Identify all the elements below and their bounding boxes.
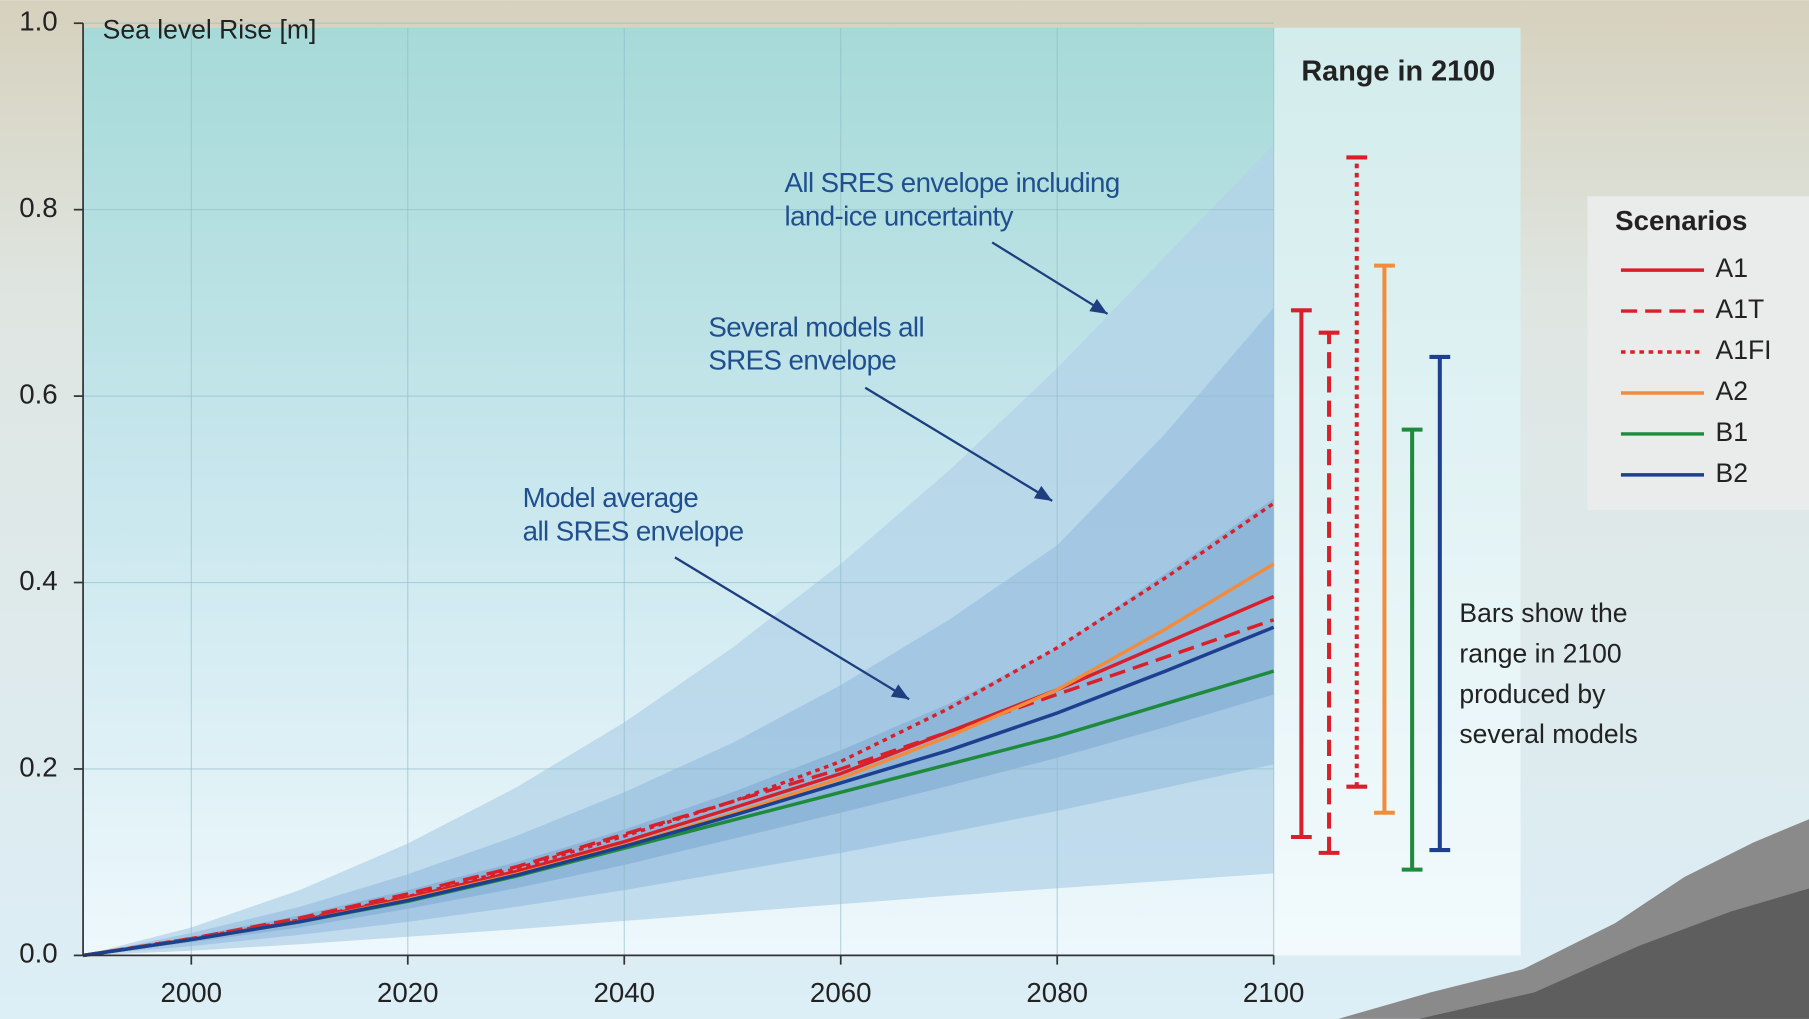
arrow-head (1033, 485, 1053, 501)
annotation: Several models all (708, 311, 924, 342)
arrow-head (1089, 298, 1108, 314)
arrow (991, 241, 1109, 315)
note: several models (1459, 719, 1637, 749)
lines (82, 155, 1451, 958)
arrow (674, 556, 910, 701)
envelope (83, 307, 1274, 956)
annotation: land-ice uncertainty (785, 201, 1014, 232)
arrow (864, 386, 1053, 502)
x-tick-label: 2060 (810, 977, 872, 1008)
annotation: All SRES envelope including (785, 167, 1120, 198)
y-axis-label: Sea level Rise [m] (103, 14, 317, 44)
y-tick-label: 0.2 (19, 751, 57, 782)
legend-label: A2 (1716, 376, 1748, 406)
envelopes (83, 144, 1274, 956)
legend-label: A1FI (1716, 335, 1772, 365)
note: Bars show the (1459, 598, 1627, 628)
x-tick-label: 2020 (377, 977, 439, 1008)
legend-label: B1 (1716, 417, 1748, 447)
annotation: SRES envelope (708, 345, 896, 376)
series-line (82, 625, 1275, 958)
note: produced by (1459, 679, 1606, 709)
x-tick-label: 2040 (593, 977, 655, 1008)
arrow-head (890, 684, 910, 700)
envelope (83, 498, 1274, 956)
y-tick-label: 0.4 (19, 565, 57, 596)
y-tick-label: 0.0 (19, 938, 57, 969)
y-tick-label: 0.6 (19, 378, 57, 409)
annotation: Model average (523, 482, 699, 513)
y-tick-label: 1.0 (19, 6, 57, 37)
x-tick-label: 2000 (161, 977, 223, 1008)
y-tick-label: 0.8 (19, 192, 57, 223)
legend-label: A1T (1716, 294, 1765, 324)
legend-label: A1 (1716, 253, 1748, 283)
mountain (1419, 888, 1809, 1019)
note: range in 2100 (1459, 638, 1621, 668)
x-tick-label: 2100 (1243, 977, 1305, 1008)
range-title: Range in 2100 (1301, 55, 1495, 87)
range-panel (1273, 27, 1521, 956)
x-tick-label: 2080 (1026, 977, 1088, 1008)
series-line (82, 501, 1275, 958)
legend-title: Scenarios (1615, 205, 1747, 236)
annotation: all SRES envelope (523, 515, 744, 546)
legend-label: B2 (1716, 458, 1748, 488)
